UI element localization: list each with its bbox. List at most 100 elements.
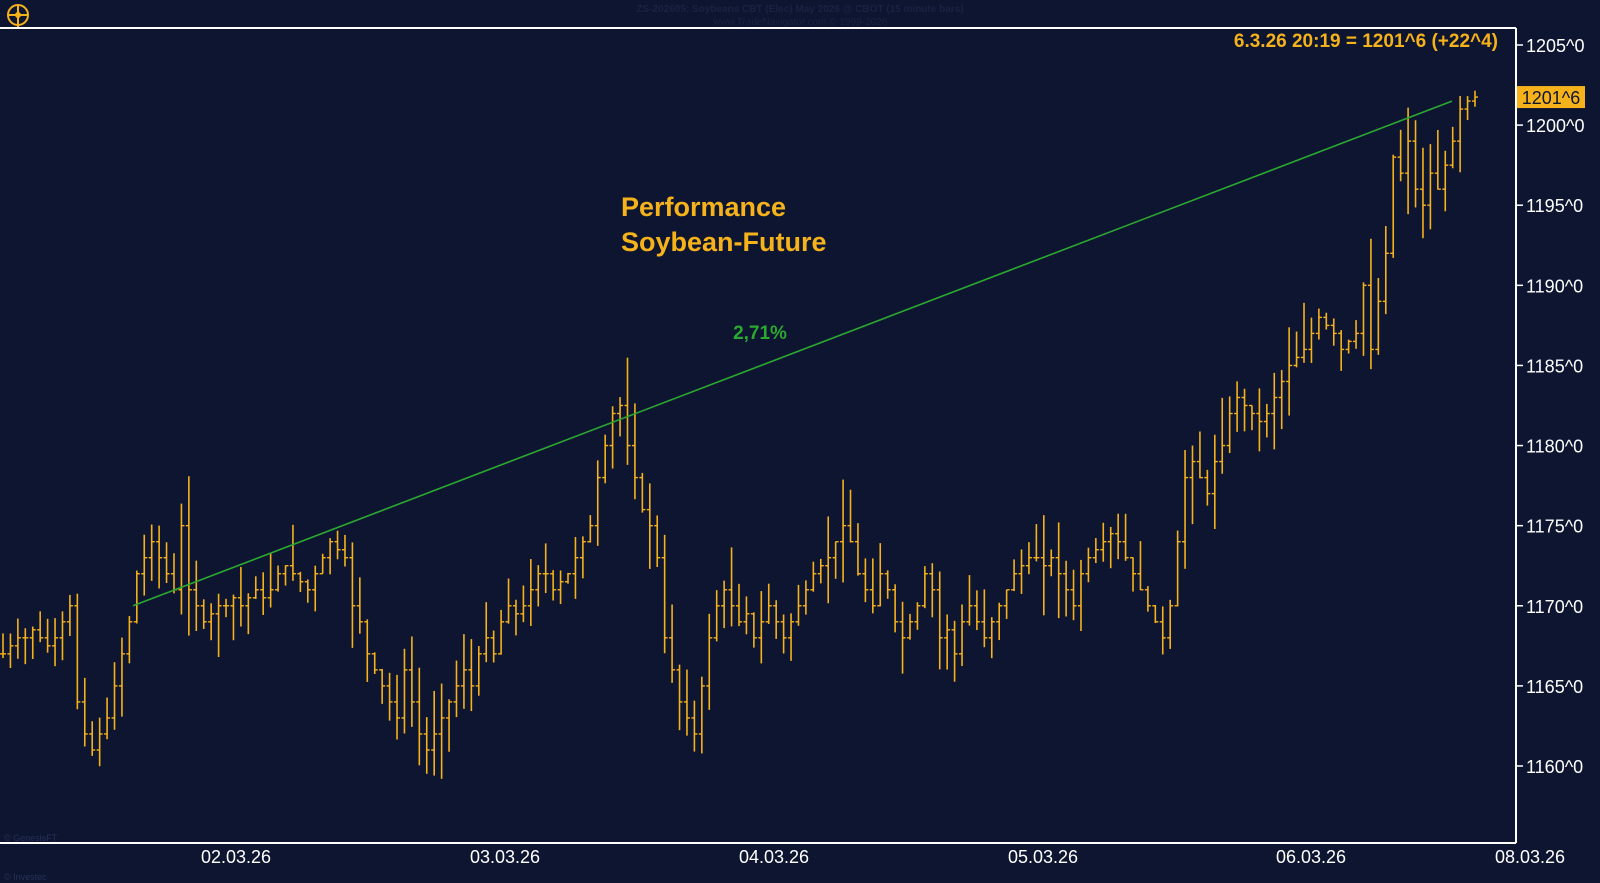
ohlc-bar [1211, 434, 1218, 530]
last-price-tag-label: 1201^6 [1522, 88, 1581, 108]
ohlc-bar [825, 516, 832, 604]
ohlc-bar [1048, 549, 1055, 577]
chart-title-line-2: Soybean-Future [621, 227, 827, 257]
ohlc-bar [341, 534, 348, 567]
ohlc-bar [386, 672, 393, 721]
y-tick-label: 1160^0 [1526, 757, 1583, 777]
ohlc-bar [29, 626, 36, 659]
ohlc-bar [74, 593, 81, 710]
ohlc-bar [1159, 606, 1166, 655]
ohlc-bar [1345, 339, 1352, 354]
performance-trendline[interactable] [132, 100, 1453, 607]
ohlc-bar [126, 616, 133, 664]
ohlc-bar [996, 602, 1003, 641]
ohlc-bar [1100, 522, 1107, 562]
ohlc-bar [847, 489, 854, 543]
ohlc-bar [1457, 95, 1464, 173]
ohlc-bar [1308, 317, 1315, 363]
ohlc-bar [1301, 302, 1308, 363]
x-tick-label: 06.03.26 [1276, 847, 1346, 867]
ohlc-bar [676, 664, 683, 731]
ohlc-bar [490, 630, 497, 663]
ohlc-bar [877, 543, 884, 607]
ohlc-bar [1070, 569, 1077, 621]
ohlc-bar [37, 611, 44, 643]
ohlc-bar [602, 434, 609, 484]
ohlc-bar [118, 637, 125, 717]
ohlc-bar [959, 604, 966, 667]
ohlc-bar [483, 602, 490, 663]
ohlc-bar [869, 558, 876, 614]
ohlc-bar [1204, 469, 1211, 506]
ohlc-bar [721, 580, 728, 629]
trendline-percent-label: 2,71% [733, 323, 787, 344]
ohlc-bar [1248, 404, 1255, 431]
ohlc-bar [1092, 538, 1099, 564]
ohlc-bar [178, 503, 185, 615]
y-tick-label: 1185^0 [1526, 356, 1583, 376]
ohlc-bar [304, 579, 311, 603]
ohlc-bar [1315, 308, 1322, 340]
ohlc-bar [832, 540, 839, 579]
ohlc-bar [349, 542, 356, 648]
ohlc-bar [104, 697, 111, 740]
ohlc-bar [505, 578, 512, 624]
ohlc-bar [208, 603, 215, 641]
ohlc-bar [475, 646, 482, 696]
ohlc-bar [200, 599, 207, 629]
ohlc-bar [520, 585, 527, 623]
ohlc-bar [1025, 542, 1032, 575]
x-tick-label: 05.03.26 [1008, 847, 1078, 867]
ohlc-bar [193, 560, 200, 632]
last-price-readout: 6.3.26 20:19 = 1201^6 (+22^4) [1234, 31, 1498, 52]
ohlc-bar [981, 589, 988, 648]
ohlc-bar [572, 537, 579, 599]
ohlc-bar [1449, 126, 1456, 169]
ohlc-bar [1472, 90, 1478, 107]
ohlc-bar [498, 609, 505, 655]
ohlc-bar [230, 594, 237, 641]
ohlc-bar [319, 553, 326, 575]
ohlc-bar [550, 570, 557, 601]
ohlc-bar [312, 565, 319, 612]
ohlc-bar [416, 667, 423, 766]
ohlc-bar [156, 525, 163, 589]
ohlc-bar [884, 570, 891, 599]
ohlc-bar [1323, 312, 1330, 330]
ohlc-bar [1353, 320, 1360, 349]
ohlc-bar [929, 563, 936, 618]
ohlc-bar [141, 534, 148, 596]
chart-header-title: ZS-202605: Soybeans CBT (Elec) May 2026 … [636, 4, 963, 15]
ohlc-bar [468, 639, 475, 712]
ohlc-bar [364, 619, 371, 682]
ohlc-bar [1219, 397, 1226, 474]
ohlc-bar [1412, 120, 1419, 208]
chart-header-subtitle: www.TradeNavigator.com © 1999-2026 [712, 17, 888, 28]
ohlc-bar [1085, 547, 1092, 583]
ohlc-bar [22, 628, 29, 665]
ohlc-bar [1107, 526, 1114, 569]
ohlc-bar [1338, 330, 1345, 371]
ohlc-bar [1234, 381, 1241, 432]
ohlc-bar [297, 571, 304, 592]
ohlc-bar [1330, 318, 1337, 346]
ohlc-bar [260, 572, 267, 615]
x-axis: 02.03.26 03.03.26 04.03.26 05.03.26 06.03.26… [201, 847, 1565, 867]
ohlc-bar [356, 577, 363, 634]
ohlc-bar [1122, 513, 1129, 561]
ohlc-bar [1144, 586, 1151, 612]
ohlc-bar [267, 552, 274, 608]
ohlc-bar [1256, 388, 1263, 452]
ohlc-bar [1130, 557, 1137, 592]
ohlc-bar [1263, 403, 1270, 438]
ohlc-bar [914, 602, 921, 630]
ohlc-bar [862, 558, 869, 603]
ohlc-bar [446, 699, 453, 752]
ohlc-bar [1137, 541, 1144, 591]
ohlc-bar [527, 559, 534, 627]
ohlc-bar [1152, 605, 1159, 624]
ohlc-bar [654, 515, 661, 568]
ohlc-bar [594, 460, 601, 546]
ohlc-bar [1077, 559, 1084, 632]
